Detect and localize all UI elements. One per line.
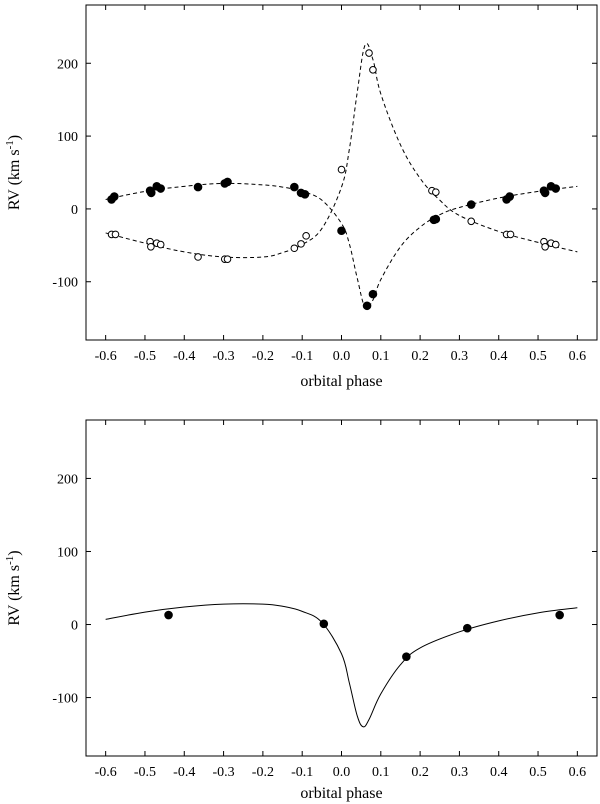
x-axis-label: orbital phase (300, 373, 382, 390)
x-tick-label: 0.1 (372, 349, 390, 364)
y-tick-label: -100 (52, 692, 78, 707)
data-point-open (337, 165, 346, 174)
x-tick-label: -0.3 (212, 349, 234, 364)
x-tick-label: 0.0 (333, 349, 351, 364)
x-axis-label: orbital phase (300, 785, 382, 802)
y-tick-label: 200 (57, 57, 78, 72)
x-tick-label: 0.4 (490, 765, 508, 780)
bottom-panel: -0.6 -0.5 -0.4 -0.3 -0.2 -0.1 0.0 0.1 0.2 0.3 0.4 0… (4, 419, 598, 802)
data-point-open (297, 240, 305, 248)
y-axis-label-sup: -1 (4, 140, 16, 149)
x-tick-label: 0.2 (411, 765, 429, 780)
x-tick-label: 0.0 (333, 765, 351, 780)
data-point-filled (466, 200, 476, 209)
y-axis-label: RV (km s-1) (4, 135, 23, 210)
data-point-filled (555, 610, 564, 620)
y-tick-label: 100 (57, 130, 78, 145)
data-point-open (432, 188, 440, 196)
x-tick-label: -0.5 (134, 349, 156, 364)
y-tick-label: 200 (57, 472, 78, 487)
data-point-filled (362, 301, 372, 311)
y-tick-label: -100 (52, 276, 78, 291)
x-tick-label: -0.6 (95, 349, 117, 364)
data-point-filled (110, 192, 119, 201)
x-tick-label: -0.5 (134, 765, 156, 780)
data-point-open (506, 230, 515, 239)
x-tick-label: -0.1 (291, 349, 313, 364)
data-point-filled (540, 188, 550, 198)
x-tick-label: 0.3 (451, 765, 469, 780)
y-tick-label: 100 (57, 545, 78, 560)
data-point-filled (300, 190, 310, 199)
data-point-open (111, 230, 120, 239)
data-point-filled (431, 214, 441, 224)
data-point-open (194, 253, 202, 261)
data-point-open (223, 255, 232, 263)
x-tick-label: -0.6 (95, 765, 117, 780)
x-tick-label: 0.5 (529, 765, 547, 780)
data-point-filled (223, 177, 232, 187)
x-tick-label: 0.5 (529, 349, 547, 364)
x-tick-label: -0.4 (173, 765, 195, 780)
y-axis-label: RV (km s-1) (4, 550, 23, 625)
data-point-open (541, 242, 549, 251)
plot-frame (85, 419, 598, 757)
y-tick-label: 0 (71, 619, 78, 634)
data-point-filled (462, 623, 472, 633)
data-point-open (369, 66, 377, 74)
top-panel: -0.6 -0.5 -0.4 -0.3 -0.2 -0.1 0.0 0.1 0.2 0.3 0.4 0… (4, 4, 598, 390)
data-point-open (156, 240, 165, 249)
data-point-filled (368, 289, 378, 299)
data-point-open (147, 242, 155, 251)
data-point-filled (164, 610, 173, 620)
y-tick-label: 0 (71, 203, 78, 218)
data-point-filled (290, 182, 299, 192)
fit-curve-fit (105, 603, 578, 728)
y-axis-label-main: RV (km s (6, 149, 23, 210)
x-tick-label: 0.6 (569, 765, 587, 780)
x-tick-label: 0.3 (451, 349, 469, 364)
data-point-filled (319, 619, 329, 629)
x-tick-label: 0.6 (569, 349, 587, 364)
x-tick-label: 0.4 (490, 349, 508, 364)
x-tick-label: -0.4 (173, 349, 195, 364)
x-tick-label: -0.2 (252, 349, 274, 364)
fit-curve-secondary-fit (105, 43, 578, 259)
data-point-filled (402, 652, 411, 661)
data-point-filled (551, 184, 561, 193)
y-axis-label-main: RV (km s (6, 565, 23, 626)
y-axis-label-sup: -1 (4, 556, 16, 565)
x-tick-label: 0.2 (411, 349, 429, 364)
data-point-filled (146, 188, 156, 198)
x-tick-label: -0.2 (252, 765, 274, 780)
data-point-open (551, 240, 560, 249)
data-point-open (302, 232, 310, 240)
x-tick-label: -0.3 (212, 765, 234, 780)
y-axis-label-end: ) (6, 135, 23, 140)
x-tick-label: 0.1 (372, 765, 390, 780)
data-point-filled (505, 192, 515, 201)
data-point-open (290, 244, 299, 253)
x-tick-label: -0.1 (291, 765, 313, 780)
data-point-open (467, 217, 476, 226)
y-axis-label-end: ) (6, 550, 23, 555)
data-point-filled (337, 226, 346, 236)
data-point-filled (156, 184, 165, 193)
data-point-filled (193, 182, 203, 192)
data-point-open (365, 49, 373, 57)
